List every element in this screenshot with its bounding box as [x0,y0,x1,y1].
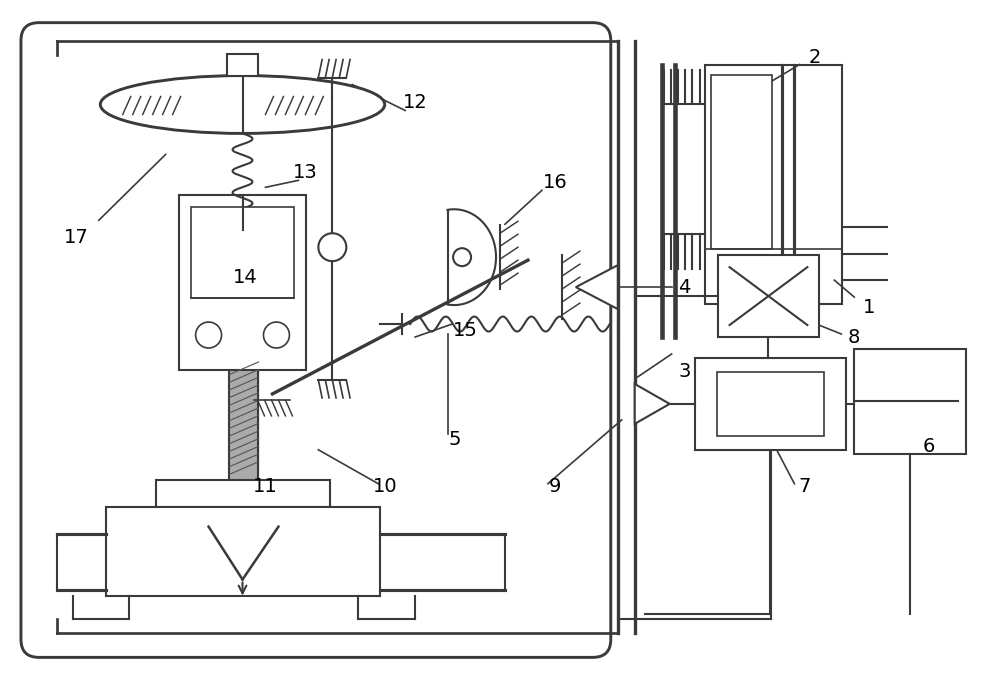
Text: 15: 15 [453,320,478,340]
Bar [717,372,824,436]
Bar [711,75,772,249]
Bar [179,195,306,370]
Text: 7: 7 [798,477,811,496]
Bar [854,349,966,454]
Text: 14: 14 [233,268,258,286]
Bar [227,53,258,75]
Bar [106,507,380,597]
Bar [191,208,294,298]
Text: 10: 10 [373,477,398,496]
Bar [156,480,330,507]
Circle shape [196,322,222,348]
Text: 13: 13 [293,163,318,182]
Text: 16: 16 [543,173,567,192]
Text: 5: 5 [449,430,461,449]
Text: 9: 9 [549,477,561,496]
Text: 11: 11 [253,477,278,496]
Text: 4: 4 [678,277,691,297]
Text: 3: 3 [678,363,691,381]
Circle shape [318,233,346,261]
Circle shape [263,322,289,348]
Text: 1: 1 [863,298,875,316]
Text: 2: 2 [808,48,821,67]
Polygon shape [576,265,618,309]
Bar [695,358,846,450]
Text: 12: 12 [403,93,428,112]
Bar [705,64,842,304]
Bar [718,255,819,337]
Text: 8: 8 [848,327,860,347]
Circle shape [453,248,471,266]
Ellipse shape [100,75,385,134]
Polygon shape [635,384,670,424]
Text: 17: 17 [63,228,88,247]
Text: 6: 6 [923,437,935,456]
